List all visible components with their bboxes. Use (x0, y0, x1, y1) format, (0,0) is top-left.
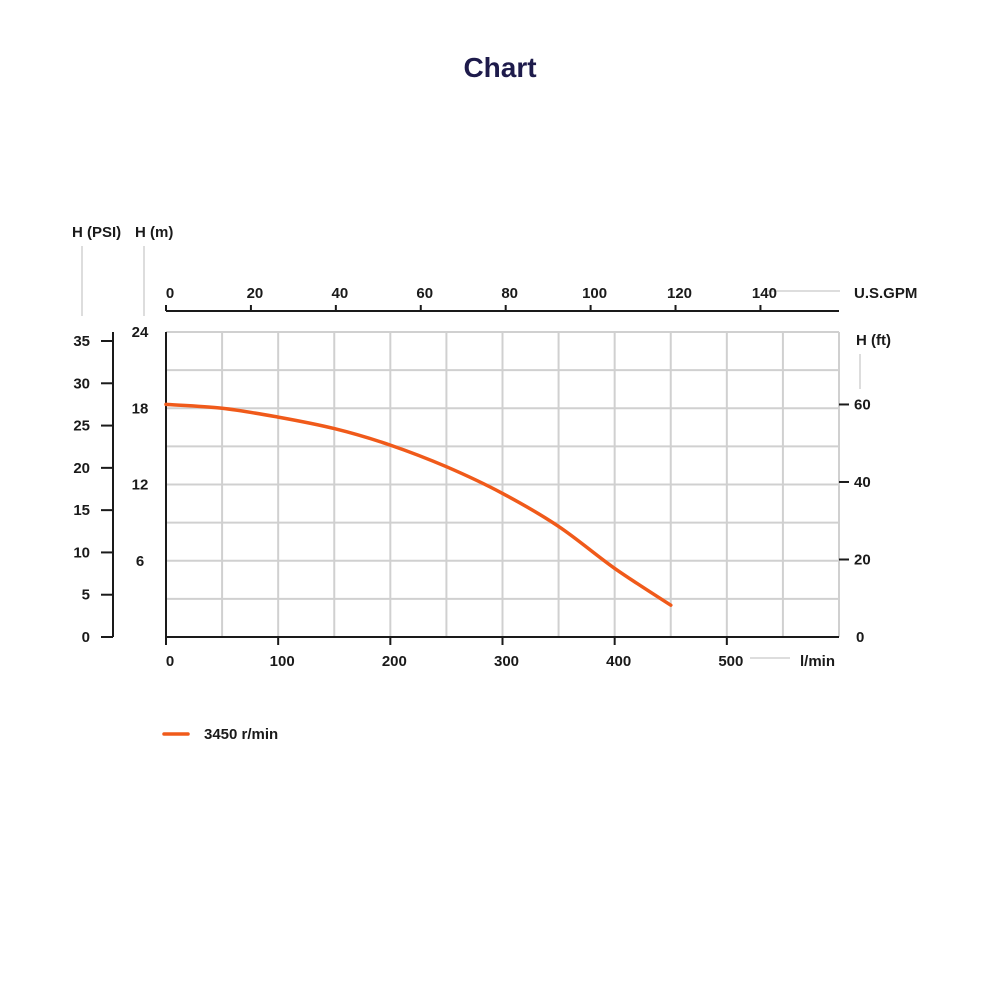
x-top-tick-label: 140 (752, 285, 777, 302)
y-psi-tick-label: 5 (82, 587, 90, 604)
y-psi-tick-label: 35 (73, 333, 90, 350)
y-psi-axis-label: H (PSI) (72, 224, 121, 241)
grid (166, 331, 840, 637)
y-m-tick-label: 12 (132, 477, 149, 494)
y-ft-tick-label: 0 (856, 629, 864, 646)
x-bottom-tick-label: 200 (382, 653, 407, 670)
page-title: Chart (463, 52, 537, 83)
y-psi-tick-label: 10 (73, 544, 90, 561)
axes (81, 246, 861, 659)
y-ft-axis-label: H (ft) (856, 332, 891, 349)
x-top-tick-label: 100 (582, 285, 607, 302)
legend-label: 3450 r/min (204, 726, 278, 743)
y-ft-tick-label: 60 (854, 396, 871, 413)
series (164, 402, 673, 607)
y-psi-tick-label: 20 (73, 460, 90, 477)
x-bottom-tick-label: 100 (270, 653, 295, 670)
x-top-tick-label: 120 (667, 285, 692, 302)
x-top-tick-label: 0 (166, 285, 174, 302)
x-top-tick-label: 40 (331, 285, 348, 302)
x-top-unit-label: U.S.GPM (854, 285, 917, 302)
y-m-axis-label: H (m) (135, 224, 173, 241)
y-m-tick-label: 18 (132, 400, 149, 417)
y-ft-tick-label: 40 (854, 474, 871, 491)
legend: 3450 r/min (162, 726, 278, 743)
x-bottom-tick-label: 500 (718, 653, 743, 670)
x-bottom-unit-label: l/min (800, 653, 835, 670)
y-psi-tick-label: 15 (73, 502, 90, 519)
series-line-0 (164, 402, 673, 607)
y-ft-tick-label: 20 (854, 551, 871, 568)
x-bottom-tick-label: 0 (166, 653, 174, 670)
y-psi-tick-label: 30 (73, 375, 90, 392)
x-top-tick-label: 20 (247, 285, 264, 302)
x-bottom-tick-label: 300 (494, 653, 519, 670)
y-m-tick-label: 24 (132, 324, 149, 341)
y-psi-tick-label: 0 (82, 629, 90, 646)
y-psi-tick-label: 25 (73, 418, 90, 435)
x-bottom-tick-label: 400 (606, 653, 631, 670)
x-top-tick-label: 80 (501, 285, 518, 302)
x-top-tick-label: 60 (416, 285, 433, 302)
y-m-tick-label: 6 (136, 553, 144, 570)
